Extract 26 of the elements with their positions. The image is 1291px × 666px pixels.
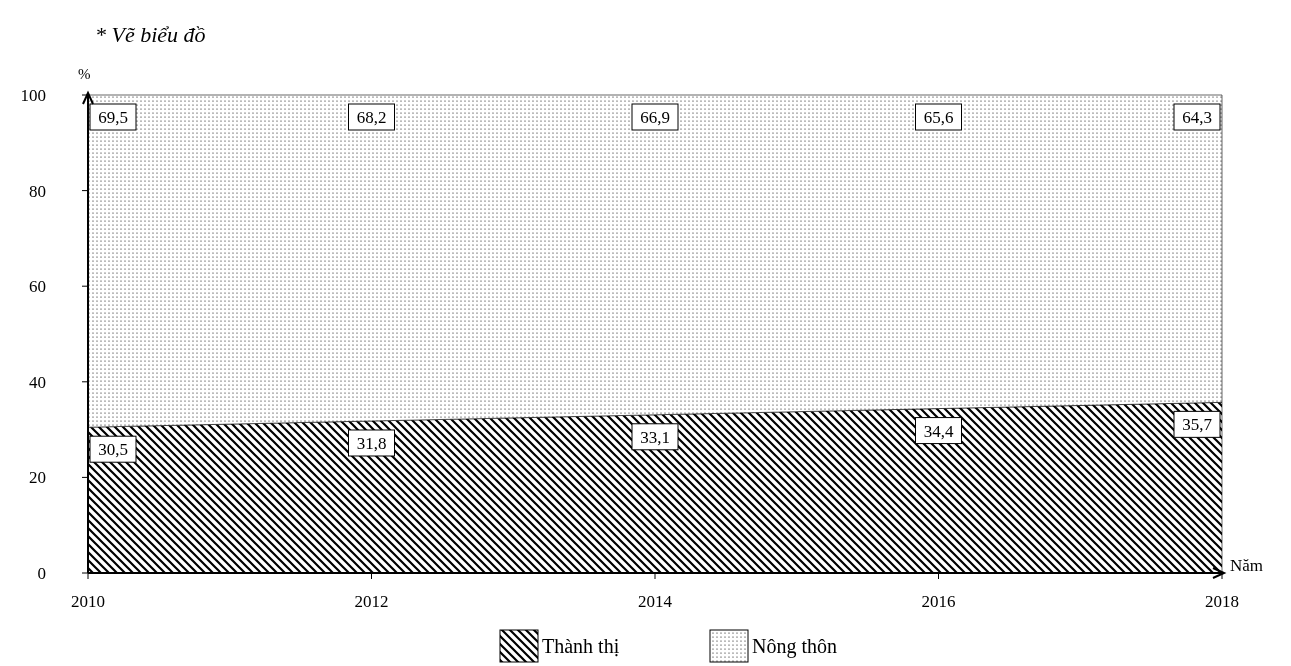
data-label: 30,5 xyxy=(98,440,128,460)
y-tick-label: 60 xyxy=(29,277,46,297)
x-tick-label: 2012 xyxy=(354,592,389,611)
data-label: 33,1 xyxy=(640,427,670,447)
x-axis-title: Năm xyxy=(1230,556,1264,575)
data-label: 31,8 xyxy=(356,434,387,453)
y-tick-label: 0 xyxy=(37,564,46,583)
legend-label: Thành thị xyxy=(542,635,620,657)
y-axis-title: % xyxy=(78,66,91,82)
data-label: 35,7 xyxy=(1182,415,1213,435)
x-tick-label: 2010 xyxy=(71,592,105,611)
data-label: 66,9 xyxy=(640,108,670,127)
y-tick-label: 100 xyxy=(20,86,46,105)
y-tick-label: 20 xyxy=(29,468,46,488)
y-tick-label: 80 xyxy=(29,181,46,201)
data-label: 64,3 xyxy=(1182,108,1212,127)
chart-title: * Vẽ biểu đồ xyxy=(95,22,206,47)
data-label: 34,4 xyxy=(923,421,954,441)
x-tick-label: 2018 xyxy=(1205,592,1239,611)
x-tick-label: 2016 xyxy=(921,592,956,611)
data-label: 68,2 xyxy=(356,108,387,127)
y-tick-label: 40 xyxy=(29,372,46,392)
x-tick-label: 2014 xyxy=(638,592,673,611)
data-label: 69,5 xyxy=(98,108,128,127)
legend-label: Nông thôn xyxy=(752,635,837,658)
data-label: 65,6 xyxy=(923,108,954,127)
